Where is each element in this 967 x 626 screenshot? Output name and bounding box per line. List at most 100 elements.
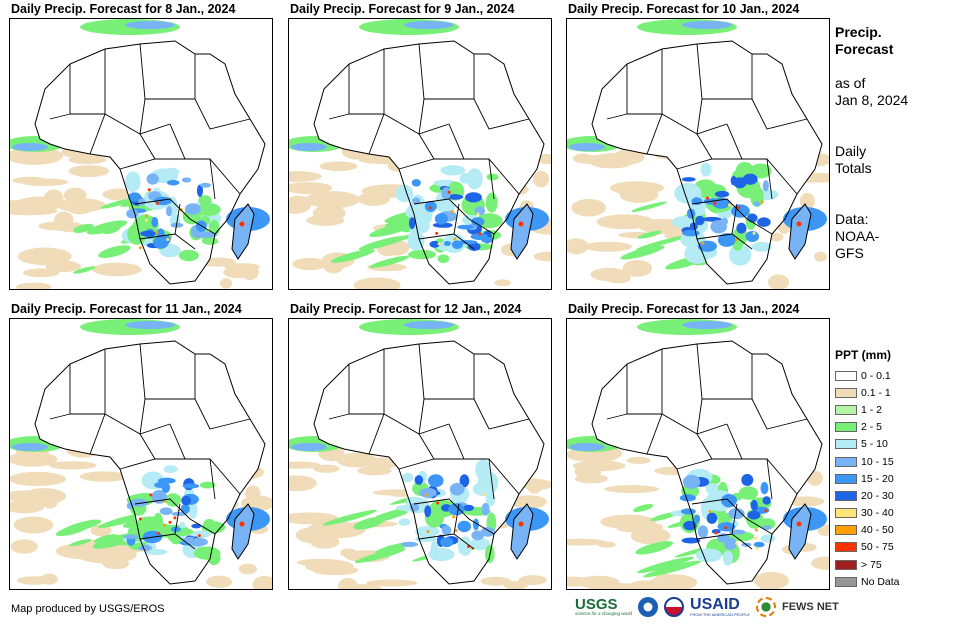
heavy-rain-area (480, 236, 494, 243)
heavy-rain-area (414, 475, 424, 485)
heavy-rain-area (196, 184, 203, 197)
extreme-rain-cell (147, 188, 151, 192)
country-border (448, 423, 520, 495)
dry-patch (353, 277, 401, 289)
dry-patch (10, 500, 45, 514)
country-border (731, 503, 738, 535)
rain-area (178, 249, 199, 262)
legend-swatch (835, 559, 857, 570)
coastline (591, 340, 823, 585)
dry-patch (521, 479, 551, 491)
dry-patch (366, 579, 418, 587)
extreme-rain-cell (166, 237, 170, 241)
extreme-rain-cell (424, 493, 428, 497)
country-border (766, 458, 773, 500)
heavy-rain-area (197, 231, 217, 239)
heavy-rain-area (419, 487, 437, 498)
dry-patch (289, 512, 339, 525)
heavy-rain-area (465, 192, 482, 203)
heavy-rain-area (434, 213, 448, 225)
heavy-rain-area (451, 240, 463, 249)
rain-area (486, 173, 499, 181)
fews-net-logo: FEWS NET (781, 601, 839, 613)
extreme-rain-cell (714, 531, 718, 535)
legend-title: PPT (mm) (835, 348, 892, 362)
country-border (89, 413, 106, 455)
extreme-rain-cell (752, 231, 756, 235)
heavy-rain-area (695, 215, 705, 226)
heavy-rain-area (123, 534, 139, 539)
extreme-rain-cell (518, 221, 524, 227)
dry-patch (289, 171, 322, 182)
light-rain-band (98, 245, 131, 258)
heavy-rain-area (166, 179, 180, 186)
legend-label: 20 - 30 (861, 489, 894, 502)
country-border (194, 354, 251, 430)
heavy-rain-area (762, 525, 772, 531)
extreme-rain-cell (796, 521, 802, 527)
dry-patch (336, 452, 378, 468)
heavy-rain-area (140, 230, 156, 237)
country-border (134, 498, 216, 535)
legend-swatch (835, 456, 857, 467)
dry-patch (15, 196, 62, 212)
country-border (488, 458, 495, 500)
legend-swatch (835, 370, 857, 381)
light-rain-band (643, 560, 702, 578)
heavy-rain-area (472, 518, 480, 531)
heavy-rain-area (137, 198, 146, 206)
heavy-rain-area (697, 240, 717, 252)
moderate-rain-band (291, 143, 327, 151)
legend-item: 0.1 - 1 (835, 384, 965, 401)
product-title-line2: Forecast (835, 41, 894, 57)
country-border (751, 54, 808, 130)
extreme-rain-cell (168, 520, 172, 524)
legend-label: 1 - 2 (861, 403, 883, 416)
dry-patch (811, 556, 829, 570)
dry-patch (579, 155, 610, 165)
heavy-rain-area (747, 510, 761, 520)
precip-map (9, 318, 273, 590)
rain-area (395, 184, 414, 203)
dry-patch (219, 278, 233, 289)
dry-patch (538, 153, 551, 165)
legend-item: 5 - 10 (835, 436, 965, 453)
country-border (368, 113, 385, 155)
legend-swatch (835, 387, 857, 398)
country-border (413, 498, 495, 535)
extreme-rain-cell (701, 241, 705, 245)
moderate-rain-band (291, 443, 327, 451)
heavy-rain-area (481, 502, 490, 516)
country-border (413, 198, 495, 235)
extreme-rain-cell (156, 531, 160, 535)
country-border (328, 113, 350, 120)
extreme-rain-cell (518, 521, 524, 527)
moderate-rain-band (682, 321, 732, 329)
extreme-rain-cell (454, 529, 458, 533)
partner-logos: USGS science for a changing world USAID … (575, 596, 839, 618)
heavy-rain-area (760, 481, 769, 495)
rain-area (728, 244, 752, 266)
extreme-rain-cell (764, 509, 768, 513)
moderate-rain-band (404, 21, 454, 29)
extreme-rain-cell (760, 200, 764, 204)
extreme-rain-cell (239, 521, 245, 527)
rain-area (407, 230, 425, 251)
country-border (453, 203, 460, 235)
dry-patch (494, 279, 512, 287)
dry-patch (347, 584, 382, 589)
dry-patch (22, 268, 60, 278)
light-rain-band (358, 235, 407, 251)
country-border (194, 54, 251, 130)
extreme-rain-cell (149, 493, 153, 497)
as-of-date: Jan 8, 2024 (835, 92, 909, 108)
dry-patch (571, 198, 607, 217)
rain-area (749, 163, 772, 179)
heavy-rain-area (697, 525, 709, 539)
country-border (119, 158, 185, 170)
rain-area (207, 551, 221, 566)
heavy-rain-area (736, 222, 747, 234)
extreme-rain-cell (713, 201, 717, 205)
heavy-rain-area (157, 477, 176, 484)
heavy-rain-area (729, 529, 746, 535)
